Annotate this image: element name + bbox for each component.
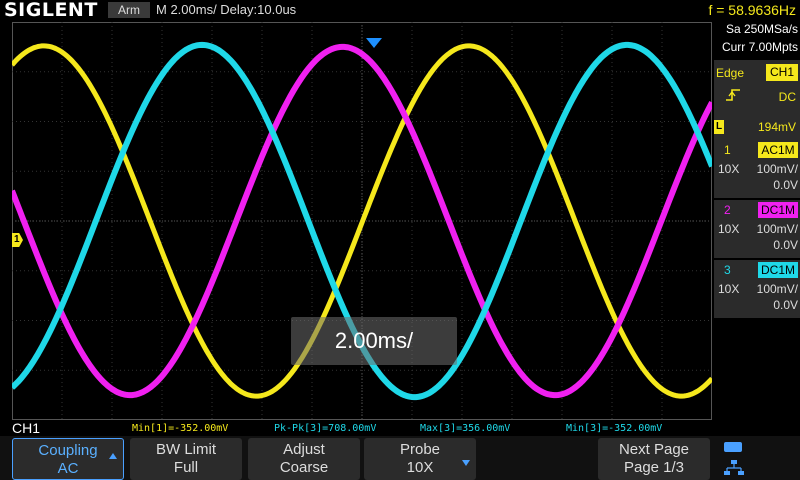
channel-scale: 100mV/ xyxy=(756,222,798,236)
trigger-level-value: 194mV xyxy=(757,120,796,134)
rising-edge-icon xyxy=(726,89,740,101)
channel-coupling-badge: DC1M xyxy=(758,202,798,218)
timebase-change-popup: 2.00ms/ xyxy=(291,317,457,365)
measurement-min-ch1[interactable]: Min[1]=-352.00mV xyxy=(132,423,229,434)
measurement-min-ch3[interactable]: Min[3]=-352.00mV xyxy=(566,423,663,434)
measurement-pkpk-ch3[interactable]: Pk-Pk[3]=708.00mV xyxy=(274,423,377,434)
siglent-logo: SIGLENT xyxy=(4,0,98,21)
channel-scale: 100mV/ xyxy=(756,282,798,296)
trigger-position-marker[interactable] xyxy=(366,38,382,48)
softkey-label: Probe xyxy=(399,441,441,458)
channel-offset: 0.0V xyxy=(773,238,798,252)
top-status-bar: SIGLENT Arm M 2.00ms/ Delay:10.0us f = 5… xyxy=(0,0,800,20)
softkey-label: Coupling xyxy=(38,442,98,459)
channel-coupling-badge: AC1M xyxy=(758,142,798,158)
softkey-value: Page 1/3 xyxy=(623,459,685,476)
next-page-softkey[interactable]: Next Page Page 1/3 xyxy=(598,438,710,480)
timebase-delay-readout[interactable]: M 2.00ms/ Delay:10.0us xyxy=(156,2,297,17)
waveform-display[interactable]: 1 2.00ms/ xyxy=(12,22,712,420)
channel-number: 2 xyxy=(724,203,731,217)
coupling-softkey[interactable]: Coupling AC xyxy=(12,438,124,480)
channel-scale: 100mV/ xyxy=(756,162,798,176)
softkey-value: Coarse xyxy=(279,459,329,476)
ch2-trace xyxy=(12,43,712,399)
trigger-level-tag: L xyxy=(714,120,724,134)
channel-probe: 10X xyxy=(718,282,740,296)
trigger-coupling-label: DC xyxy=(778,90,796,104)
channel-probe: 10X xyxy=(718,162,740,176)
frequency-counter-readout: f = 58.9636Hz xyxy=(708,2,796,18)
trigger-source-badge: CH1 xyxy=(766,64,798,81)
probe-softkey[interactable]: Probe 10X xyxy=(364,438,476,480)
usb-icon xyxy=(724,442,742,452)
channel-2-info[interactable]: 2 DC1M 10X 100mV/ 0.0V xyxy=(714,200,800,258)
channel-probe: 10X xyxy=(718,222,740,236)
ch1-trace xyxy=(12,43,712,399)
channel-3-info[interactable]: 3 DC1M 10X 100mV/ 0.0V xyxy=(714,260,800,318)
right-info-panel: Sa 250MSa/s Curr 7.00Mpts Edge CH1 DC L … xyxy=(714,20,800,420)
channel-number: 1 xyxy=(724,143,731,157)
channel-offset: 0.0V xyxy=(773,178,798,192)
softkey-value: 10X xyxy=(406,459,434,476)
channel-offset: 0.0V xyxy=(773,298,798,312)
softkey-value: AC xyxy=(57,460,79,477)
arrow-up-icon xyxy=(109,453,117,459)
channel-number: 3 xyxy=(724,263,731,277)
menu-title: CH1 xyxy=(12,420,41,436)
softkey-label: BW Limit xyxy=(156,441,216,458)
measurement-bar xyxy=(0,420,800,436)
bw-limit-softkey[interactable]: BW Limit Full xyxy=(130,438,242,480)
softkey-value: Full xyxy=(173,459,199,476)
channel-coupling-badge: DC1M xyxy=(758,262,798,278)
acquisition-status-badge[interactable]: Arm xyxy=(108,2,150,18)
memory-depth-readout: Curr 7.00Mpts xyxy=(721,40,798,54)
status-icons xyxy=(720,438,800,480)
softkey-label: Next Page xyxy=(618,441,690,458)
measurement-max-ch3[interactable]: Max[3]=356.00mV xyxy=(420,423,511,434)
network-icon xyxy=(724,460,744,475)
channel-1-info[interactable]: 1 AC1M 10X 100mV/ 0.0V xyxy=(714,140,800,198)
arrow-down-icon xyxy=(462,460,470,466)
softkey-label: Adjust xyxy=(283,441,325,458)
ch1-offset-marker[interactable]: 1 xyxy=(12,233,23,247)
sample-rate-readout: Sa 250MSa/s xyxy=(725,22,798,36)
trigger-type-label: Edge xyxy=(716,66,745,80)
adjust-softkey[interactable]: Adjust Coarse xyxy=(248,438,360,480)
